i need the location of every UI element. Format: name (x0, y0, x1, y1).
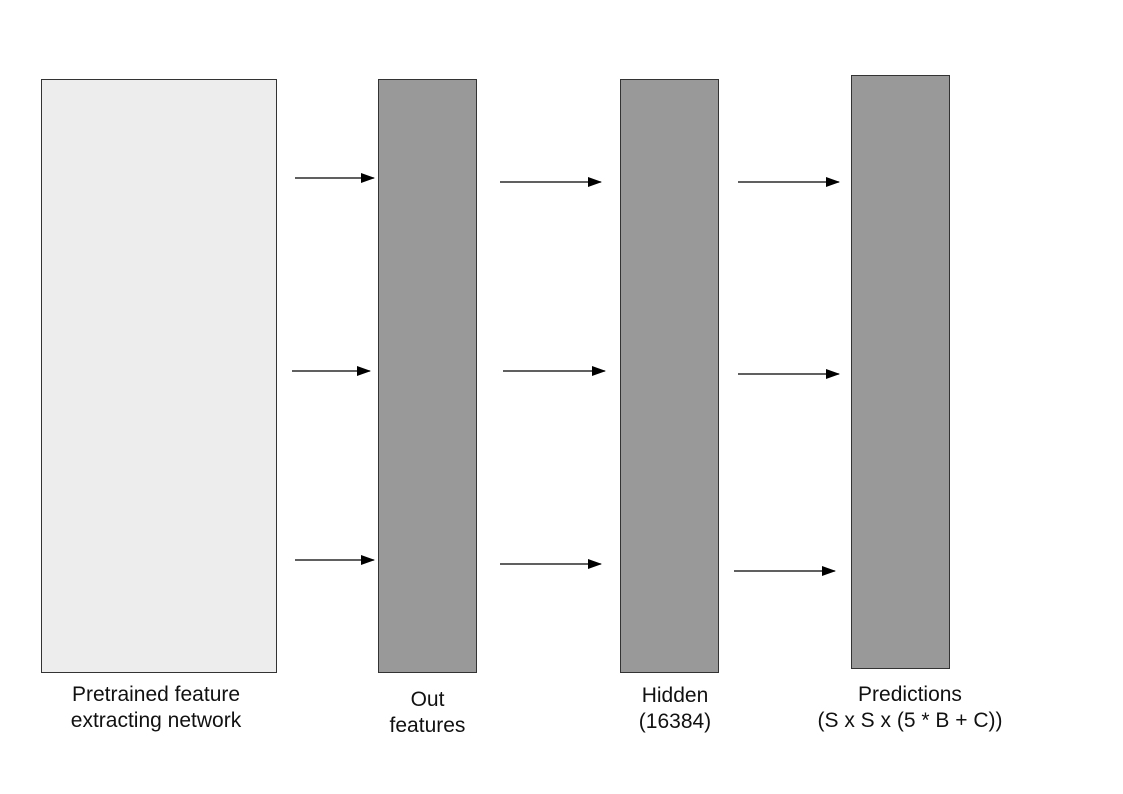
predictions-label-line-1: Predictions (858, 683, 962, 706)
pretrained-network-label-line-1: Pretrained feature (71, 683, 241, 706)
hidden-layer-block (620, 79, 719, 673)
pretrained-network-block (41, 79, 277, 673)
pretrained-network-label-line-2: extracting network (70, 709, 242, 732)
predictions-label-line-2: (S x S x (5 * B + C)) (817, 709, 1003, 732)
pretrained-network-label: Pretrained feature extracting network (41, 682, 271, 734)
out-features-block (378, 79, 477, 673)
out-features-label-line-2: features (389, 714, 466, 737)
out-features-label: Out features (378, 687, 477, 739)
hidden-layer-label: Hidden (16384) (620, 683, 730, 735)
predictions-label: Predictions (S x S x (5 * B + C)) (795, 682, 1025, 734)
predictions-block (851, 75, 950, 669)
hidden-layer-label-line-1: Hidden (641, 684, 709, 707)
hidden-layer-label-line-2: (16384) (638, 710, 712, 733)
out-features-label-line-1: Out (410, 688, 445, 711)
